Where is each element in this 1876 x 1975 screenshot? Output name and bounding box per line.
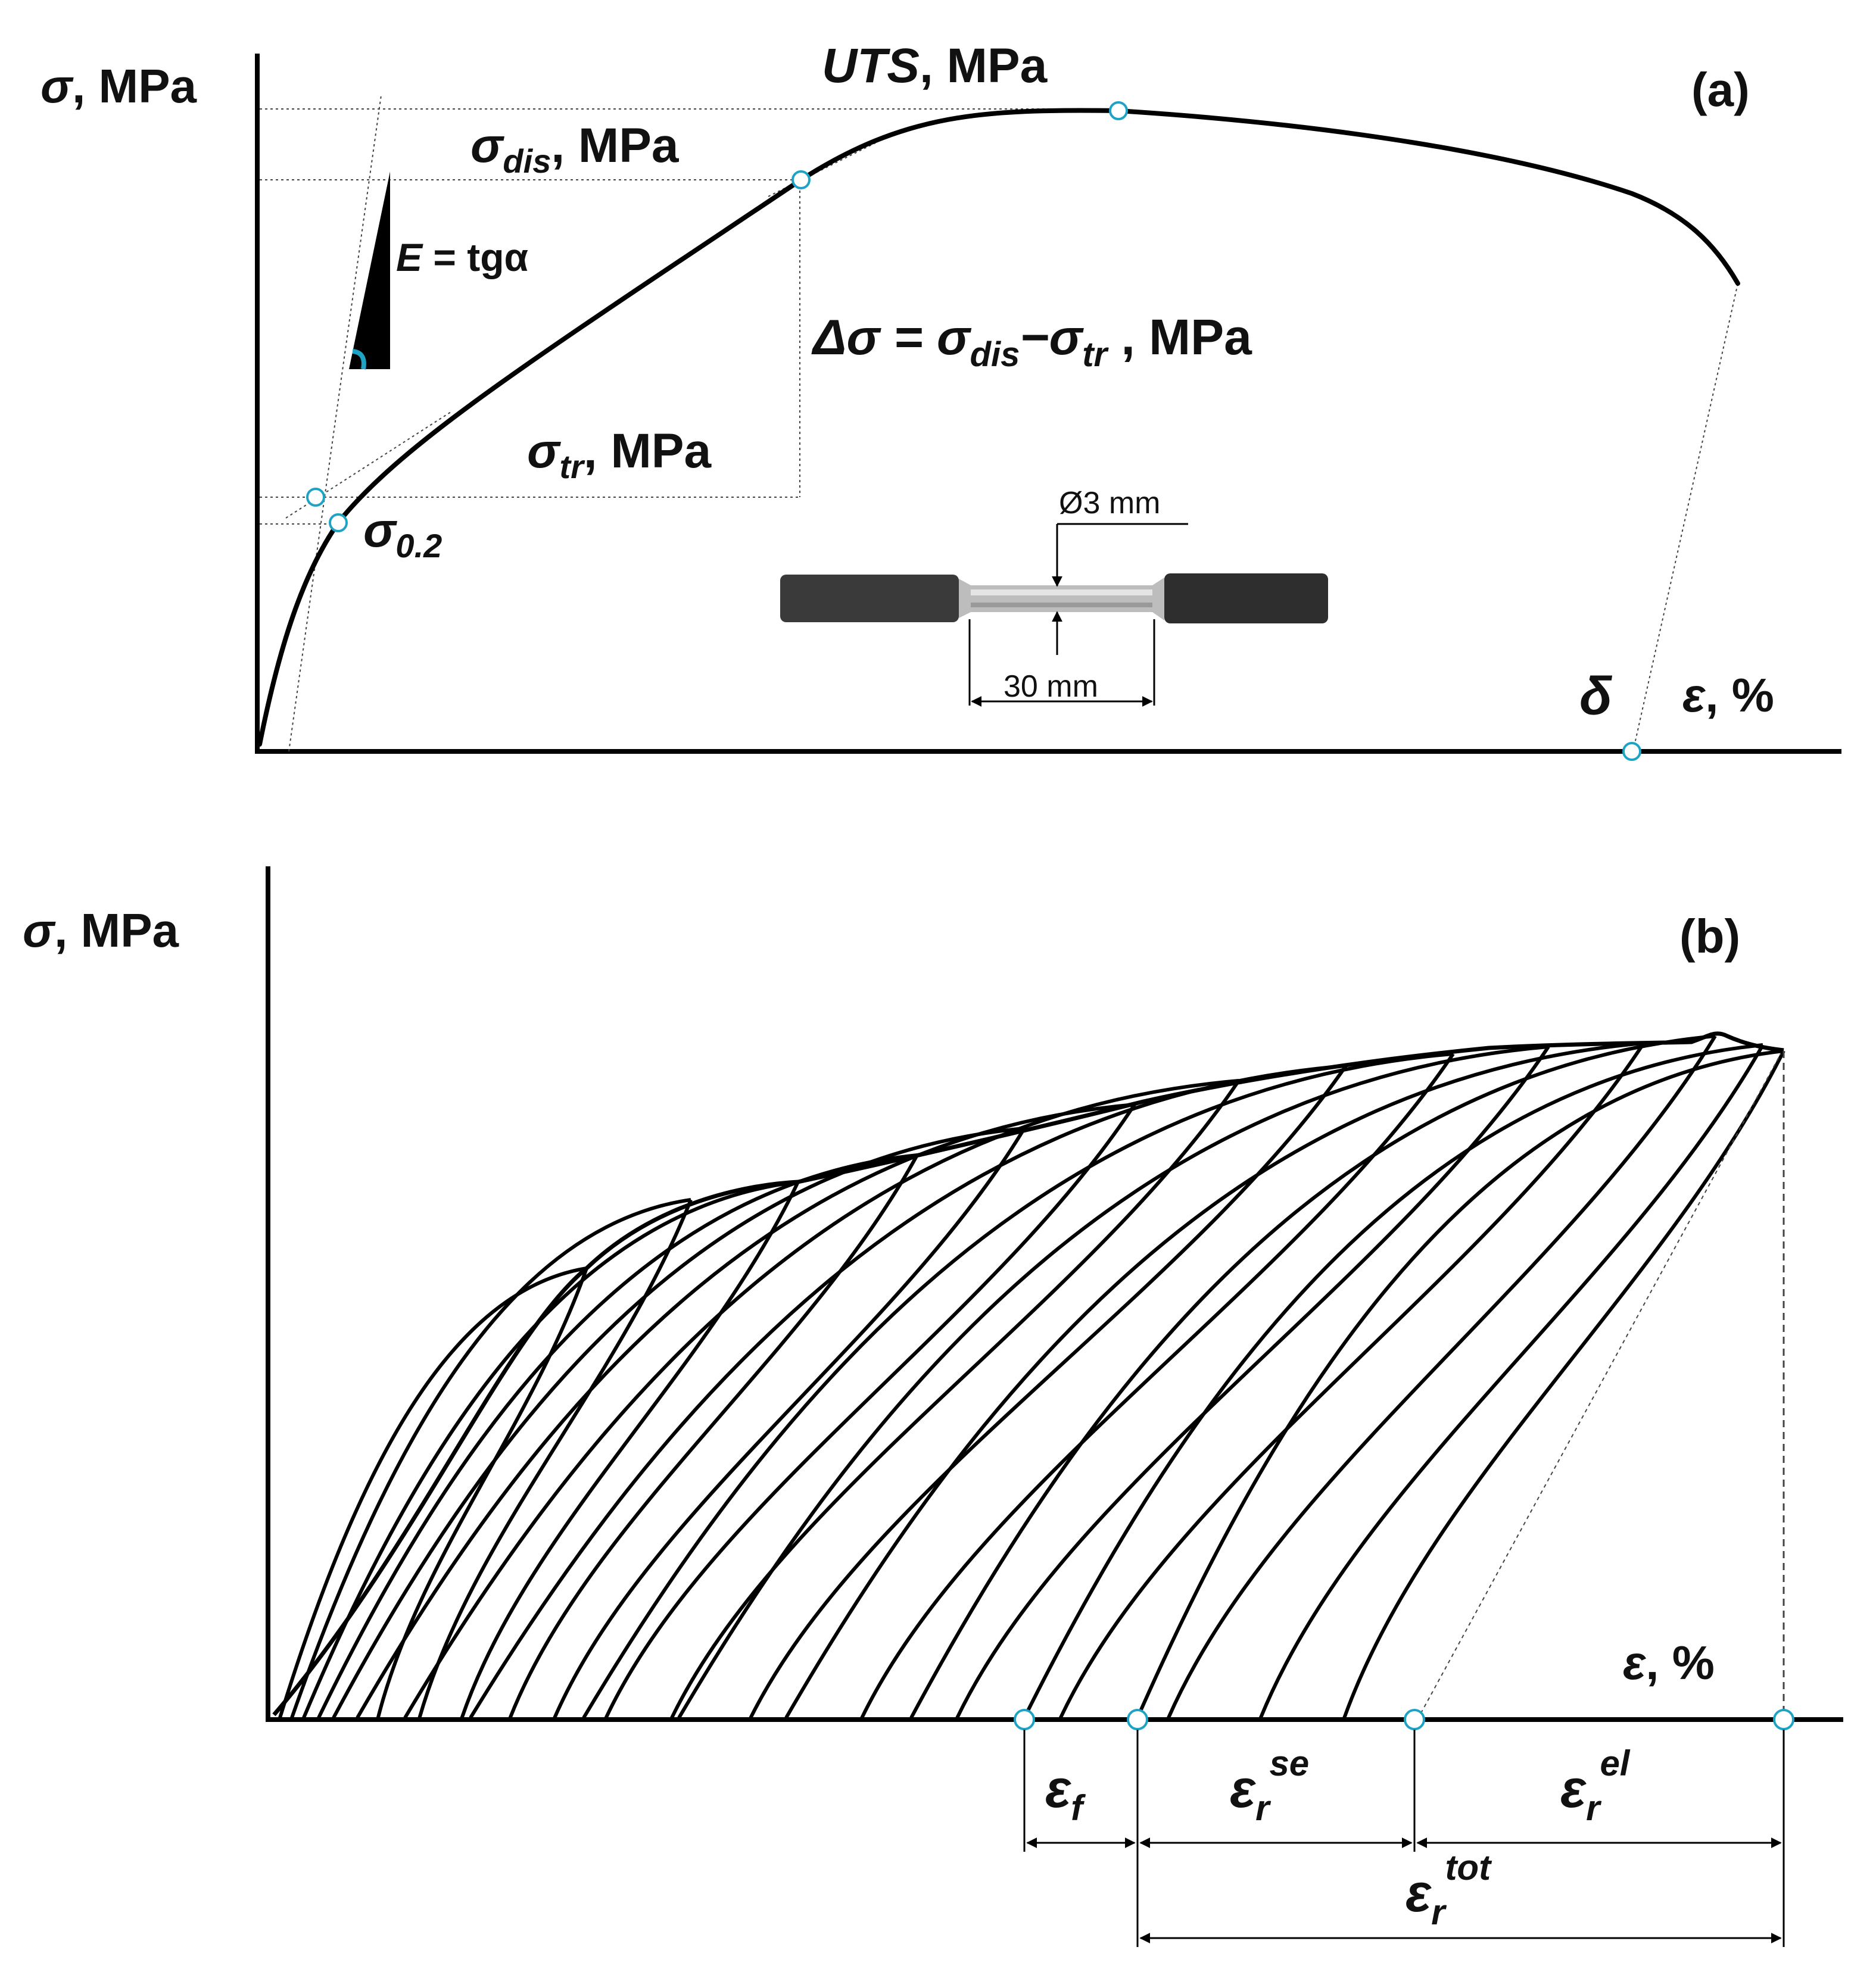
loading-branch-6: [356, 1103, 1135, 1719]
specimen-photo: [780, 573, 1328, 623]
panel-a: σ, MPa (a) UTS, MPa σdis, MPa E = tgα Δσ…: [40, 39, 1841, 761]
panel-a-stress-strain-curve: [257, 108, 1740, 747]
loading-branch-14: [1136, 1049, 1784, 1719]
unloading-branch-6: [604, 1103, 1136, 1719]
specimen-length-label: 30 mm: [1004, 669, 1098, 704]
panel-b-y-axis-label: σ, MPa: [23, 904, 179, 957]
eps-f-label: εf: [1045, 1759, 1086, 1828]
panel-b-tag: (b): [1679, 910, 1740, 963]
loading-branch-3: [302, 1180, 799, 1719]
panel-b: σ, MPa (b) ε, % εf εrse εrel εrtot: [23, 866, 1843, 1947]
loading-branch-11: [784, 1041, 1644, 1719]
dimension-extension-lines: [1023, 1730, 1785, 1947]
loading-branch-1: [278, 1266, 587, 1718]
delta-sigma-label: Δσ = σdis−σtr , MPa: [811, 309, 1252, 374]
unloading-branch-5: [553, 1127, 1026, 1719]
panel-a-guide-lines: [260, 95, 1738, 752]
panel-a-tag: (a): [1691, 63, 1750, 116]
loading-branch-13: [1023, 1043, 1763, 1719]
unloading-branch-10: [955, 1046, 1550, 1719]
modulus-label: E = tgα: [396, 235, 528, 279]
panel-a-x-axis-label: ε, %: [1682, 669, 1774, 722]
delta-label: δ: [1579, 667, 1613, 726]
unloading-branch-12: [1167, 1035, 1717, 1719]
unloading-branch-1: [376, 1268, 588, 1718]
alpha-arc: [352, 349, 366, 370]
panel-b-envelope-curve: [272, 1031, 1784, 1717]
unloading-branch-14: [1342, 1050, 1785, 1719]
unloading-branch-8: [749, 1065, 1348, 1719]
marker-eps-max: [1773, 1709, 1794, 1730]
eps-r-el-label: εrel: [1560, 1743, 1631, 1828]
panel-b-x-axis-label: ε, %: [1623, 1636, 1715, 1689]
loading-branch-12: [909, 1034, 1716, 1719]
loading-branch-9: [582, 1052, 1454, 1719]
marker-sigma-02: [329, 513, 348, 532]
marker-uts: [1109, 101, 1128, 120]
unloading-branch-7: [670, 1079, 1241, 1719]
unloading-branch-4: [508, 1154, 919, 1719]
modulus-wedge: [349, 171, 390, 369]
eps-r-se-label: εrse: [1230, 1743, 1309, 1828]
marker-delta: [1622, 742, 1641, 761]
loading-unloading-loops: [278, 1034, 1785, 1719]
elastic-recovery-guide: [1417, 1053, 1781, 1720]
unloading-branch-11: [1059, 1042, 1646, 1719]
unloading-branch-13: [1259, 1044, 1765, 1719]
sigma-02-label: σ0.2: [363, 503, 442, 564]
unloading-branch-2: [417, 1199, 693, 1718]
loading-branch-10: [677, 1045, 1549, 1719]
unloading-branch-3: [460, 1181, 800, 1718]
loading-branch-2: [290, 1198, 691, 1718]
eps-r-tot-label: εrtot: [1406, 1848, 1492, 1932]
sigma-dis-label: σdis, MPa: [470, 118, 680, 180]
panel-a-y-axis-label: σ, MPa: [40, 60, 197, 113]
marker-eps-f-end: [1127, 1709, 1148, 1730]
marker-eps-f-start: [1014, 1709, 1035, 1730]
marker-sigma-dis: [791, 170, 811, 189]
specimen-diameter-label: Ø3 mm: [1059, 486, 1160, 520]
loading-branch-7: [403, 1079, 1239, 1719]
sigma-tr-label: σtr, MPa: [527, 424, 712, 485]
loading-branch-5: [332, 1127, 1025, 1719]
marker-eps-se-end: [1404, 1709, 1425, 1730]
uts-label: UTS, MPa: [822, 39, 1048, 93]
marker-sigma-tr: [306, 488, 325, 507]
unloading-branch-9: [860, 1053, 1455, 1719]
